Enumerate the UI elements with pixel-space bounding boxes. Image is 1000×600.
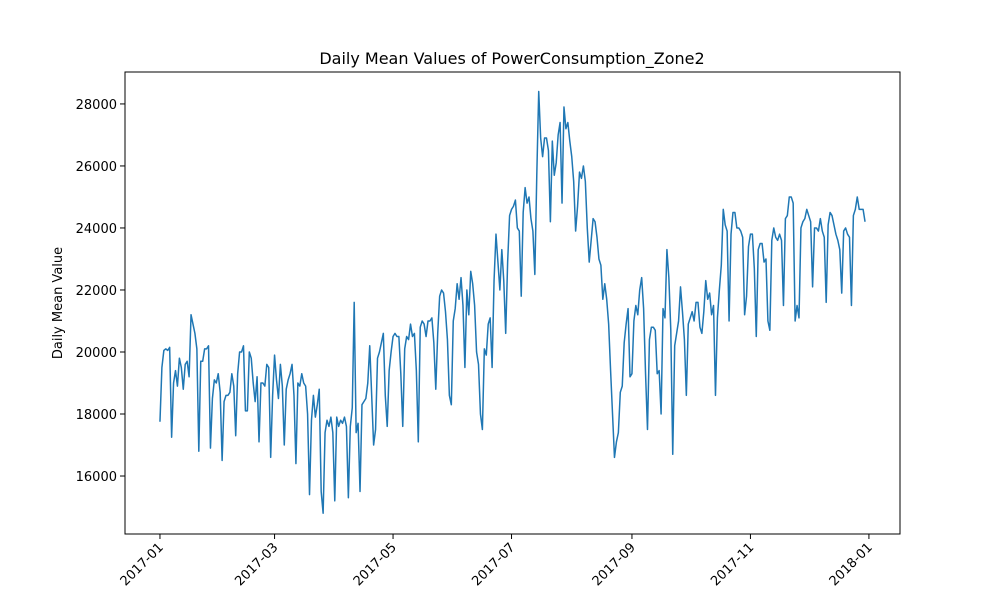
chart-title: Daily Mean Values of PowerConsumption_Zo… [319,49,704,69]
y-tick-label: 20000 [76,346,117,361]
y-tick-label: 22000 [76,284,117,299]
data-line [159,90,866,514]
y-tick-label: 24000 [76,222,117,237]
plot-frame [124,71,901,535]
y-tick-label: 18000 [76,408,117,423]
y-tick-label: 16000 [76,470,117,485]
y-tick-label: 28000 [76,98,117,113]
y-tick-label: 26000 [76,160,117,175]
y-axis-label: Daily Mean Value [51,247,66,359]
